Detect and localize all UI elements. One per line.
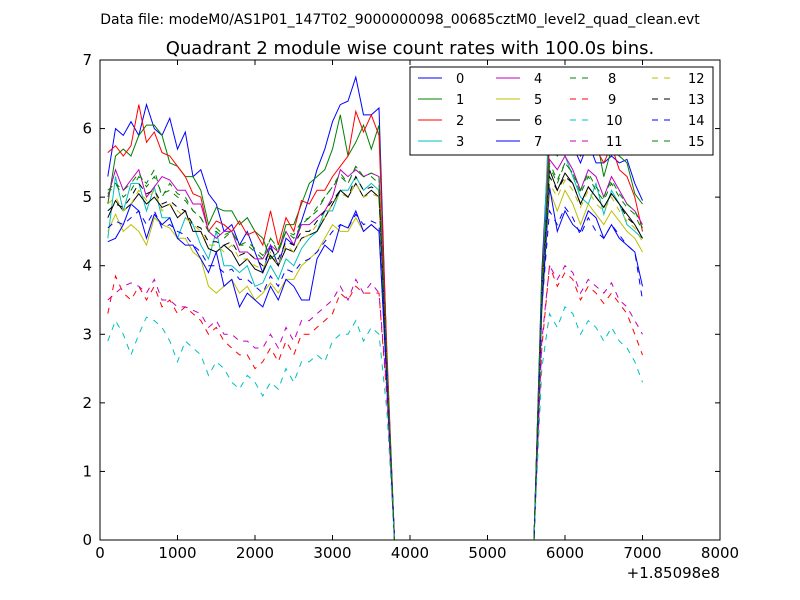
y-tick-label: 5 xyxy=(82,188,92,206)
series-line-7 xyxy=(107,186,643,541)
legend-box xyxy=(409,66,714,156)
plot-area xyxy=(107,75,643,541)
x-tick-label: 6000 xyxy=(546,544,584,562)
legend-label-7: 7 xyxy=(534,135,542,150)
y-tick-label: 4 xyxy=(82,257,92,275)
y-tick-label: 6 xyxy=(82,120,92,138)
legend-label-8: 8 xyxy=(608,72,616,87)
y-tick-label: 1 xyxy=(82,462,92,480)
legend-label-10: 10 xyxy=(606,114,623,129)
x-offset-label: +1.85098e8 xyxy=(627,564,720,582)
legend-label-14: 14 xyxy=(688,114,705,129)
legend-label-6: 6 xyxy=(534,114,542,129)
series-line-15 xyxy=(107,161,643,541)
legend-label-15: 15 xyxy=(688,135,705,150)
chart-title: Quadrant 2 module wise count rates with … xyxy=(166,38,655,59)
legend-label-1: 1 xyxy=(456,93,464,108)
x-tick-label: 7000 xyxy=(623,544,661,562)
legend-label-4: 4 xyxy=(534,72,542,87)
x-tick-label: 1000 xyxy=(158,544,196,562)
x-tick-label: 3000 xyxy=(313,544,351,562)
x-tick-label: 4000 xyxy=(391,544,429,562)
legend-label-5: 5 xyxy=(534,93,542,108)
series-line-10 xyxy=(107,306,643,541)
series-line-4 xyxy=(107,154,643,541)
x-tick-label: 0 xyxy=(95,544,105,562)
legend-label-0: 0 xyxy=(456,72,464,87)
legend-label-12: 12 xyxy=(688,72,705,87)
series-line-13 xyxy=(107,174,643,541)
legend-label-2: 2 xyxy=(456,114,464,129)
legend-label-3: 3 xyxy=(456,135,464,150)
y-tick-label: 0 xyxy=(82,531,92,549)
y-tick-label: 3 xyxy=(82,325,92,343)
series-line-8 xyxy=(107,161,643,541)
figure-suptitle: Data file: modeM0/AS1P01_147T02_90000000… xyxy=(100,12,700,28)
legend-label-9: 9 xyxy=(608,93,616,108)
y-tick-label: 7 xyxy=(82,51,92,69)
series-line-14 xyxy=(107,206,643,541)
series-line-5 xyxy=(107,189,643,541)
series-line-9 xyxy=(107,265,643,541)
x-tick-label: 5000 xyxy=(468,544,506,562)
legend-label-13: 13 xyxy=(688,93,705,108)
x-tick-label: 2000 xyxy=(236,544,274,562)
series-line-3 xyxy=(107,100,643,541)
y-tick-label: 2 xyxy=(82,394,92,412)
series-line-12 xyxy=(107,179,643,541)
series-line-11 xyxy=(107,264,643,541)
series-line-6 xyxy=(107,169,643,541)
x-tick-label: 8000 xyxy=(701,544,739,562)
legend-label-11: 11 xyxy=(606,135,623,150)
x-axis: 0 1000 2000 3000 4000 5000 6000 7000 8000 xyxy=(95,60,739,562)
